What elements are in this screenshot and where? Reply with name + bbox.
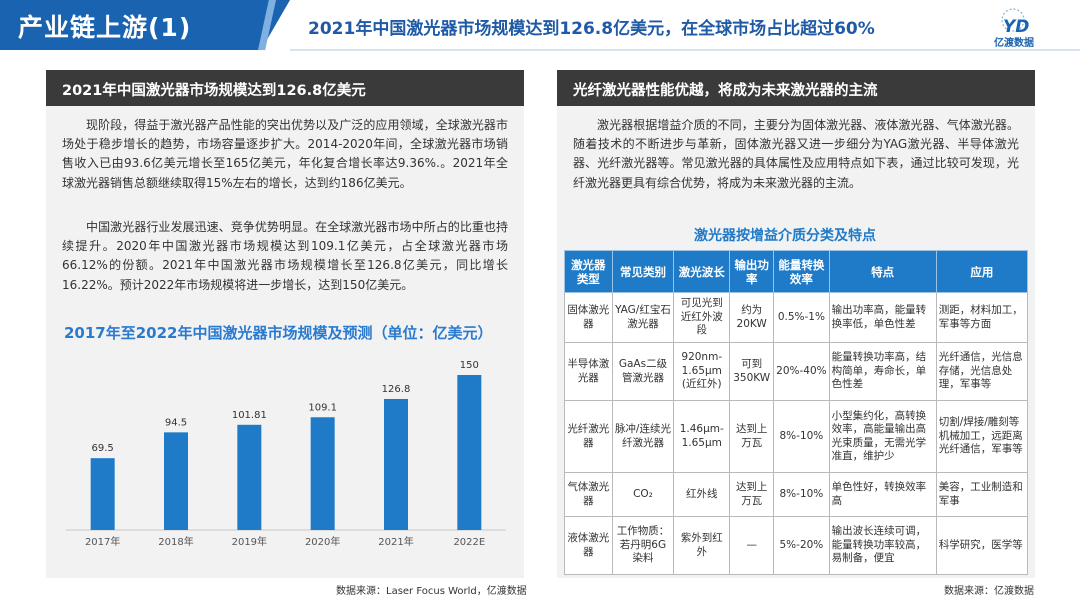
chart-value-label-2: 101.81 bbox=[232, 410, 267, 421]
table-row: 固体激光器 YAG/红宝石激光器 可见光到近红外波段 约为20KW 0.5%-1… bbox=[564, 292, 1029, 343]
header-divider bbox=[290, 49, 1080, 51]
cell-type: 气体激光器 bbox=[564, 472, 613, 517]
cell-power: 可到350KW bbox=[729, 342, 775, 401]
cell-features: 单色性好，转换效率高 bbox=[828, 472, 937, 517]
chart-category-label-3: 2020年 bbox=[305, 535, 340, 548]
cell-efficiency: 8%-10% bbox=[773, 400, 830, 473]
chart-value-label-1: 94.5 bbox=[165, 417, 187, 428]
cell-applications: 光纤通信，光信息存储，光信息处理，军事等 bbox=[935, 342, 1029, 401]
cell-category: 工作物质：若丹明6G染料 bbox=[611, 516, 675, 575]
right-panel-header: 光纤激光器性能优越，将成为未来激光器的主流 bbox=[557, 70, 1035, 106]
chart-value-label-4: 126.8 bbox=[382, 384, 411, 395]
cell-applications: 切割/焊接/雕刻等机械加工，远距离光纤通信，军事等 bbox=[935, 400, 1029, 473]
cell-type: 固体激光器 bbox=[564, 292, 613, 343]
cell-applications: 美容，工业制造和军事 bbox=[935, 472, 1029, 517]
table-row: 半导体激光器 GaAs二级管激光器 920nm-1.65μm (近红外) 可到3… bbox=[564, 342, 1029, 401]
cell-wavelength: 紫外到红外 bbox=[673, 516, 731, 575]
cell-type: 光纤激光器 bbox=[564, 400, 613, 473]
section-title: 产业链上游(1) bbox=[18, 13, 192, 42]
cell-power: 达到上万瓦 bbox=[729, 400, 775, 473]
cell-category: GaAs二级管激光器 bbox=[611, 342, 675, 401]
cell-wavelength: 可见光到近红外波段 bbox=[673, 292, 731, 343]
chart-bar-1 bbox=[164, 432, 188, 530]
cell-efficiency: 8%-10% bbox=[773, 472, 830, 517]
cell-type: 液体激光器 bbox=[564, 516, 613, 575]
chart-category-label-1: 2018年 bbox=[158, 535, 193, 548]
col-header-efficiency: 能量转换效率 bbox=[773, 250, 830, 293]
left-panel-header: 2021年中国激光器市场规模达到126.8亿美元 bbox=[46, 70, 524, 106]
chart-bar-0 bbox=[90, 458, 115, 530]
chart-value-label-5: 150 bbox=[460, 360, 479, 371]
cell-features: 小型集约化，高转换效率，高能量输出高光束质量，无需光学准直，维护少 bbox=[828, 400, 937, 473]
logo-text: 亿渡数据 bbox=[994, 38, 1034, 49]
left-paragraph-1-text: 现阶段，得益于激光器产品性能的突出优势以及广泛的应用领域，全球激光器市场处于稳步… bbox=[62, 118, 508, 190]
left-paragraph-1: 现阶段，得益于激光器产品性能的突出优势以及广泛的应用领域，全球激光器市场处于稳步… bbox=[62, 116, 508, 193]
cell-efficiency: 5%-20% bbox=[773, 516, 830, 575]
table-row: 液体激光器 工作物质：若丹明6G染料 紫外到红外 — 5%-20% 输出波长连续… bbox=[564, 516, 1029, 575]
cell-type: 半导体激光器 bbox=[564, 342, 613, 401]
table-row: 光纤激光器 脉冲/连续光纤激光器 1.46μm-1.65μm 达到上万瓦 8%-… bbox=[564, 400, 1029, 473]
svg-text:YD: YD bbox=[1003, 17, 1029, 37]
laser-comparison-table: 激光器类型 常见类别 激光波长 输出功率 能量转换效率 特点 应用 固体激光器 … bbox=[564, 250, 1029, 575]
left-panel-title: 2021年中国激光器市场规模达到126.8亿美元 bbox=[62, 83, 366, 99]
chart-bar-2 bbox=[237, 424, 262, 530]
table-header-row: 激光器类型 常见类别 激光波长 输出功率 能量转换效率 特点 应用 bbox=[564, 250, 1029, 293]
cell-wavelength: 1.46μm-1.65μm bbox=[673, 400, 731, 473]
col-header-applications: 应用 bbox=[935, 250, 1029, 293]
cell-features: 能量转换功率高，结构简单，寿命长，单色性差 bbox=[828, 342, 937, 401]
table-title: 激光器按增益介质分类及特点 bbox=[694, 228, 876, 244]
cell-efficiency: 0.5%-1% bbox=[773, 292, 830, 343]
col-header-power: 输出功率 bbox=[729, 250, 775, 293]
col-header-wavelength: 激光波长 bbox=[673, 250, 731, 293]
yidu-logo-icon: YD bbox=[1001, 8, 1029, 37]
cell-wavelength: 920nm-1.65μm (近红外) bbox=[673, 342, 731, 401]
chart-category-label-2: 2019年 bbox=[232, 535, 267, 548]
cell-power: 达到上万瓦 bbox=[729, 472, 775, 517]
chart-category-label-4: 2021年 bbox=[378, 535, 413, 548]
cell-features: 输出功率高，能量转换率低，单色性差 bbox=[828, 292, 937, 343]
cell-category: YAG/红宝石激光器 bbox=[611, 292, 675, 343]
col-header-type: 激光器类型 bbox=[564, 250, 613, 293]
chart-bar-4 bbox=[384, 398, 408, 530]
cell-applications: 科学研究，医学等 bbox=[935, 516, 1029, 575]
cell-power: — bbox=[729, 516, 775, 575]
section-title-banner bbox=[0, 0, 290, 50]
cell-category: CO₂ bbox=[611, 472, 675, 517]
col-header-category: 常见类别 bbox=[611, 250, 675, 293]
market-size-bar-chart: 69.5 2017年 94.5 2018年 101.81 2019年 109.1 2020年 1… bbox=[66, 360, 506, 548]
cell-wavelength: 红外线 bbox=[673, 472, 731, 517]
cell-features: 输出波长连续可调，能量转换功率较高，易制备，便宜 bbox=[828, 516, 937, 575]
cell-power: 约为20KW bbox=[729, 292, 775, 343]
chart-bar-3 bbox=[310, 417, 335, 530]
chart-category-label-0: 2017年 bbox=[85, 535, 120, 548]
col-header-features: 特点 bbox=[828, 250, 937, 293]
cell-applications: 测距，材料加工，军事等方面 bbox=[935, 292, 1029, 343]
left-paragraph-2: 中国激光器行业发展迅速、竞争优势明显。在全球激光器市场中所占的比重也持续提升。2… bbox=[62, 218, 508, 295]
left-source-note: 数据来源：Laser Focus World，亿渡数据 bbox=[336, 586, 527, 597]
left-panel: 2021年中国激光器市场规模达到126.8亿美元 现阶段，得益于激光器产品性能的… bbox=[46, 70, 524, 578]
page-headline: 2021年中国激光器市场规模达到126.8亿美元，在全球市场占比超过60% bbox=[308, 19, 875, 39]
right-panel-title: 光纤激光器性能优越，将成为未来激光器的主流 bbox=[573, 83, 878, 99]
cell-category: 脉冲/连续光纤激光器 bbox=[611, 400, 675, 473]
chart-value-label-0: 69.5 bbox=[92, 443, 114, 454]
table-row: 气体激光器 CO₂ 红外线 达到上万瓦 8%-10% 单色性好，转换效率高 美容… bbox=[564, 472, 1029, 517]
right-panel: 光纤激光器性能优越，将成为未来激光器的主流 激光器根据增益介质的不同，主要分为固… bbox=[557, 70, 1035, 578]
chart-bar-5 bbox=[457, 375, 482, 530]
right-paragraph: 激光器根据增益介质的不同，主要分为固体激光器、液体激光器、气体激光器。随着技术的… bbox=[573, 116, 1019, 193]
chart-category-label-5: 2022E bbox=[453, 537, 485, 548]
left-paragraph-2-text: 中国激光器行业发展迅速、竞争优势明显。在全球激光器市场中所占的比重也持续提升。2… bbox=[62, 220, 508, 292]
right-paragraph-text: 激光器根据增益介质的不同，主要分为固体激光器、液体激光器、气体激光器。随着技术的… bbox=[573, 118, 1019, 190]
chart-value-label-3: 109.1 bbox=[308, 402, 337, 413]
cell-efficiency: 20%-40% bbox=[773, 342, 830, 401]
right-source-note: 数据来源：亿渡数据 bbox=[944, 586, 1034, 597]
chart-title: 2017年至2022年中国激光器市场规模及预测（单位：亿美元） bbox=[64, 324, 493, 342]
